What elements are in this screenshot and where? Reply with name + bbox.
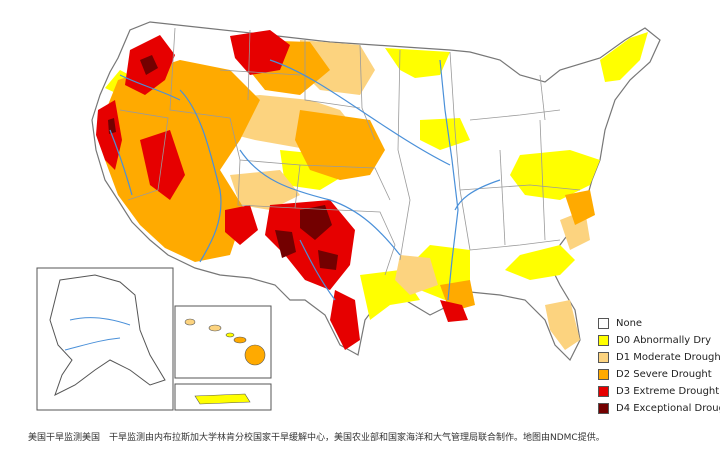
hawaii-islands xyxy=(184,318,266,366)
legend-item-d0: D0 Abnormally Dry xyxy=(598,332,720,349)
legend-label: None xyxy=(616,318,643,329)
d3-zones xyxy=(96,30,468,350)
alaska-shape xyxy=(49,274,166,396)
legend-item-d3: D3 Extreme Drought xyxy=(598,383,720,400)
state-borders xyxy=(119,27,581,276)
legend-swatch xyxy=(598,369,609,380)
map-legend: None D0 Abnormally Dry D1 Moderate Droug… xyxy=(598,315,720,417)
legend-swatch xyxy=(598,352,609,363)
legend-item-none: None xyxy=(598,315,720,332)
d4-zones xyxy=(108,55,338,270)
legend-swatch xyxy=(598,403,609,414)
rivers xyxy=(109,59,501,301)
legend-label: D2 Severe Drought xyxy=(616,369,712,380)
legend-label: D1 Moderate Drought xyxy=(616,352,720,363)
legend-label: D3 Extreme Drought xyxy=(616,386,720,397)
legend-label: D4 Exceptional Drought xyxy=(616,403,720,414)
legend-item-d1: D1 Moderate Drought xyxy=(598,349,720,366)
legend-item-d4: D4 Exceptional Drought xyxy=(598,400,720,417)
hawaii-inset-frame xyxy=(174,305,272,379)
legend-item-d2: D2 Severe Drought xyxy=(598,366,720,383)
puerto-rico-shape xyxy=(194,393,251,405)
legend-label: D0 Abnormally Dry xyxy=(616,335,712,346)
legend-swatch xyxy=(598,335,609,346)
legend-swatch xyxy=(598,386,609,397)
legend-swatch xyxy=(598,318,609,329)
alaska-rivers xyxy=(64,317,131,351)
d0-zones xyxy=(105,32,648,320)
drought-map xyxy=(36,21,661,411)
map-caption: 美国干旱监测美国 干旱监测由内布拉斯加大学林肯分校国家干旱缓解中心，美国农业部和… xyxy=(28,433,605,443)
